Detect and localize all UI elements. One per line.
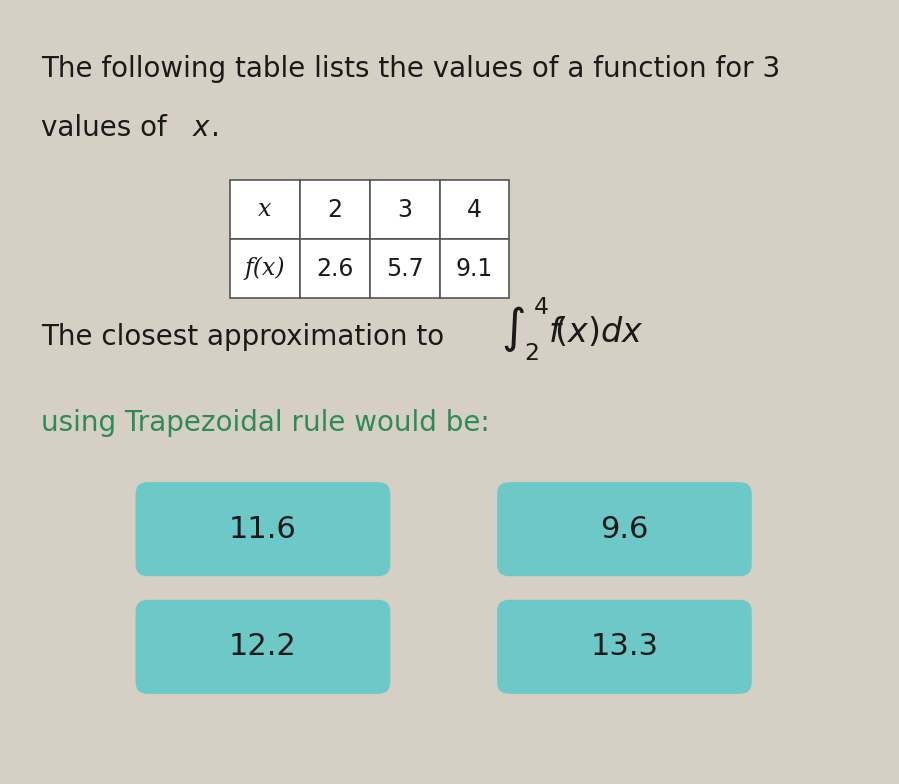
Text: .: . <box>211 114 220 142</box>
Text: 13.3: 13.3 <box>591 633 658 661</box>
FancyBboxPatch shape <box>136 600 390 694</box>
Text: x: x <box>193 114 209 142</box>
FancyBboxPatch shape <box>369 180 440 239</box>
Text: 12.2: 12.2 <box>229 633 297 661</box>
Text: 2: 2 <box>327 198 343 222</box>
Text: 9.1: 9.1 <box>456 256 494 281</box>
FancyBboxPatch shape <box>440 239 510 298</box>
FancyBboxPatch shape <box>136 482 390 576</box>
FancyBboxPatch shape <box>300 239 369 298</box>
Text: The closest approximation to: The closest approximation to <box>41 323 453 351</box>
FancyBboxPatch shape <box>230 239 300 298</box>
FancyBboxPatch shape <box>497 600 752 694</box>
FancyBboxPatch shape <box>300 180 369 239</box>
Text: 5.7: 5.7 <box>386 256 423 281</box>
Text: x: x <box>258 198 271 221</box>
Text: 2.6: 2.6 <box>316 256 353 281</box>
FancyBboxPatch shape <box>230 180 300 239</box>
Text: values of: values of <box>41 114 175 142</box>
FancyBboxPatch shape <box>440 180 510 239</box>
Text: The following table lists the values of a function for 3: The following table lists the values of … <box>41 55 780 83</box>
Text: f(x): f(x) <box>245 256 285 281</box>
Text: 4: 4 <box>467 198 482 222</box>
FancyBboxPatch shape <box>497 482 752 576</box>
Text: 3: 3 <box>397 198 412 222</box>
Text: 11.6: 11.6 <box>229 515 297 543</box>
FancyBboxPatch shape <box>369 239 440 298</box>
Text: $\int_2^{\,4} f\!\left(x\right)dx$: $\int_2^{\,4} f\!\left(x\right)dx$ <box>502 296 645 363</box>
Text: using Trapezoidal rule would be:: using Trapezoidal rule would be: <box>41 409 490 437</box>
Text: 9.6: 9.6 <box>601 515 649 543</box>
